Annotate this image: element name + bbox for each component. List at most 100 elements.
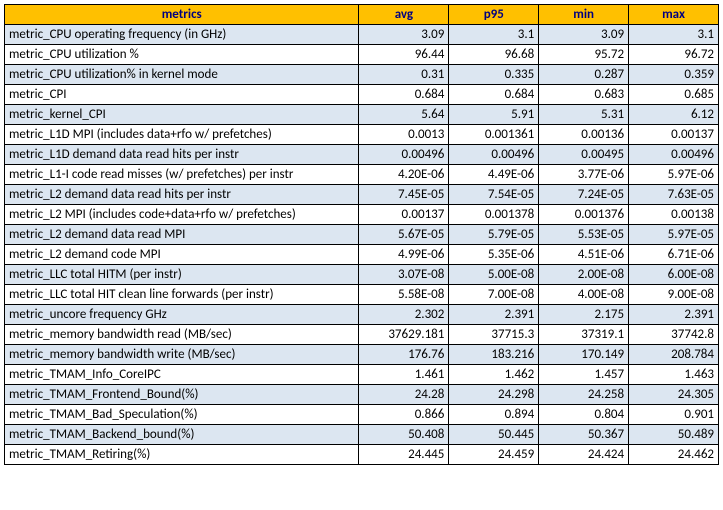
metric-name-cell: metric_TMAM_Frontend_Bound(%) [5, 385, 359, 405]
cell-avg: 7.45E-05 [359, 185, 449, 205]
metric-name-cell: metric_LLC total HIT clean line forwards… [5, 285, 359, 305]
metric-name-cell: metric_L2 MPI (includes code+data+rfo w/… [5, 205, 359, 225]
cell-p95: 0.335 [449, 65, 539, 85]
cell-p95: 183.216 [449, 345, 539, 365]
metric-name-cell: metric_TMAM_Backend_bound(%) [5, 425, 359, 445]
table-row: metric_memory bandwidth read (MB/sec)376… [5, 325, 719, 345]
cell-avg: 5.64 [359, 105, 449, 125]
cell-p95: 1.462 [449, 365, 539, 385]
metric-name-cell: metric_LLC total HITM (per instr) [5, 265, 359, 285]
table-row: metric_LLC total HITM (per instr)3.07E-0… [5, 265, 719, 285]
metric-name-cell: metric_CPU utilization % [5, 45, 359, 65]
col-header-metrics: metrics [5, 5, 359, 25]
cell-avg: 0.684 [359, 85, 449, 105]
cell-min: 7.24E-05 [539, 185, 629, 205]
cell-min: 170.149 [539, 345, 629, 365]
cell-avg: 50.408 [359, 425, 449, 445]
cell-p95: 50.445 [449, 425, 539, 445]
metric-name-cell: metric_memory bandwidth read (MB/sec) [5, 325, 359, 345]
cell-p95: 0.894 [449, 405, 539, 425]
metric-name-cell: metric_uncore frequency GHz [5, 305, 359, 325]
metric-name-cell: metric_CPU operating frequency (in GHz) [5, 25, 359, 45]
cell-p95: 0.684 [449, 85, 539, 105]
table-row: metric_L2 demand code MPI4.99E-065.35E-0… [5, 245, 719, 265]
col-header-p95: p95 [449, 5, 539, 25]
cell-min: 50.367 [539, 425, 629, 445]
cell-max: 0.00137 [629, 125, 719, 145]
cell-p95: 2.391 [449, 305, 539, 325]
cell-avg: 0.0013 [359, 125, 449, 145]
table-row: metric_TMAM_Backend_bound(%)50.40850.445… [5, 425, 719, 445]
cell-avg: 3.09 [359, 25, 449, 45]
cell-p95: 7.54E-05 [449, 185, 539, 205]
cell-max: 6.00E-08 [629, 265, 719, 285]
header-row: metrics avg p95 min max [5, 5, 719, 25]
cell-avg: 4.20E-06 [359, 165, 449, 185]
cell-avg: 0.31 [359, 65, 449, 85]
cell-avg: 96.44 [359, 45, 449, 65]
cell-min: 0.804 [539, 405, 629, 425]
cell-max: 50.489 [629, 425, 719, 445]
cell-max: 24.462 [629, 445, 719, 465]
cell-avg: 24.445 [359, 445, 449, 465]
metric-name-cell: metric_memory bandwidth write (MB/sec) [5, 345, 359, 365]
cell-p95: 3.1 [449, 25, 539, 45]
cell-max: 6.71E-06 [629, 245, 719, 265]
cell-max: 9.00E-08 [629, 285, 719, 305]
cell-avg: 37629.181 [359, 325, 449, 345]
table-row: metric_L2 demand data read MPI5.67E-055.… [5, 225, 719, 245]
cell-min: 2.00E-08 [539, 265, 629, 285]
cell-p95: 4.49E-06 [449, 165, 539, 185]
table-row: metric_CPU operating frequency (in GHz)3… [5, 25, 719, 45]
cell-min: 24.258 [539, 385, 629, 405]
metric-name-cell: metric_CPI [5, 85, 359, 105]
metric-name-cell: metric_TMAM_Retiring(%) [5, 445, 359, 465]
table-body: metric_CPU operating frequency (in GHz)3… [5, 25, 719, 465]
metric-name-cell: metric_L1-I code read misses (w/ prefetc… [5, 165, 359, 185]
table-row: metric_kernel_CPI5.645.915.316.12 [5, 105, 719, 125]
metric-name-cell: metric_L2 demand code MPI [5, 245, 359, 265]
cell-max: 96.72 [629, 45, 719, 65]
table-row: metric_TMAM_Retiring(%)24.44524.45924.42… [5, 445, 719, 465]
cell-min: 5.53E-05 [539, 225, 629, 245]
col-header-max: max [629, 5, 719, 25]
cell-min: 0.287 [539, 65, 629, 85]
cell-max: 3.1 [629, 25, 719, 45]
cell-max: 24.305 [629, 385, 719, 405]
metric-name-cell: metric_TMAM_Info_CoreIPC [5, 365, 359, 385]
cell-min: 4.00E-08 [539, 285, 629, 305]
cell-max: 37742.8 [629, 325, 719, 345]
table-row: metric_L1-I code read misses (w/ prefetc… [5, 165, 719, 185]
cell-min: 0.00136 [539, 125, 629, 145]
cell-p95: 5.91 [449, 105, 539, 125]
table-row: metric_L2 demand data read hits per inst… [5, 185, 719, 205]
cell-avg: 2.302 [359, 305, 449, 325]
cell-min: 24.424 [539, 445, 629, 465]
cell-avg: 0.00137 [359, 205, 449, 225]
table-row: metric_CPU utilization %96.4496.6895.729… [5, 45, 719, 65]
cell-max: 1.463 [629, 365, 719, 385]
cell-p95: 5.79E-05 [449, 225, 539, 245]
cell-min: 3.77E-06 [539, 165, 629, 185]
cell-min: 0.00495 [539, 145, 629, 165]
metric-name-cell: metric_L1D demand data read hits per ins… [5, 145, 359, 165]
cell-p95: 24.459 [449, 445, 539, 465]
cell-p95: 96.68 [449, 45, 539, 65]
cell-max: 208.784 [629, 345, 719, 365]
table-row: metric_memory bandwidth write (MB/sec) 17… [5, 345, 719, 365]
cell-avg: 3.07E-08 [359, 265, 449, 285]
cell-p95: 0.00496 [449, 145, 539, 165]
cell-max: 7.63E-05 [629, 185, 719, 205]
metric-name-cell: metric_L1D MPI (includes data+rfo w/ pre… [5, 125, 359, 145]
cell-min: 5.31 [539, 105, 629, 125]
col-header-min: min [539, 5, 629, 25]
cell-min: 95.72 [539, 45, 629, 65]
cell-avg: 1.461 [359, 365, 449, 385]
cell-p95: 37715.3 [449, 325, 539, 345]
cell-max: 5.97E-06 [629, 165, 719, 185]
cell-min: 37319.1 [539, 325, 629, 345]
table-row: metric_L1D MPI (includes data+rfo w/ pre… [5, 125, 719, 145]
cell-p95: 24.298 [449, 385, 539, 405]
cell-min: 0.683 [539, 85, 629, 105]
cell-avg: 5.58E-08 [359, 285, 449, 305]
